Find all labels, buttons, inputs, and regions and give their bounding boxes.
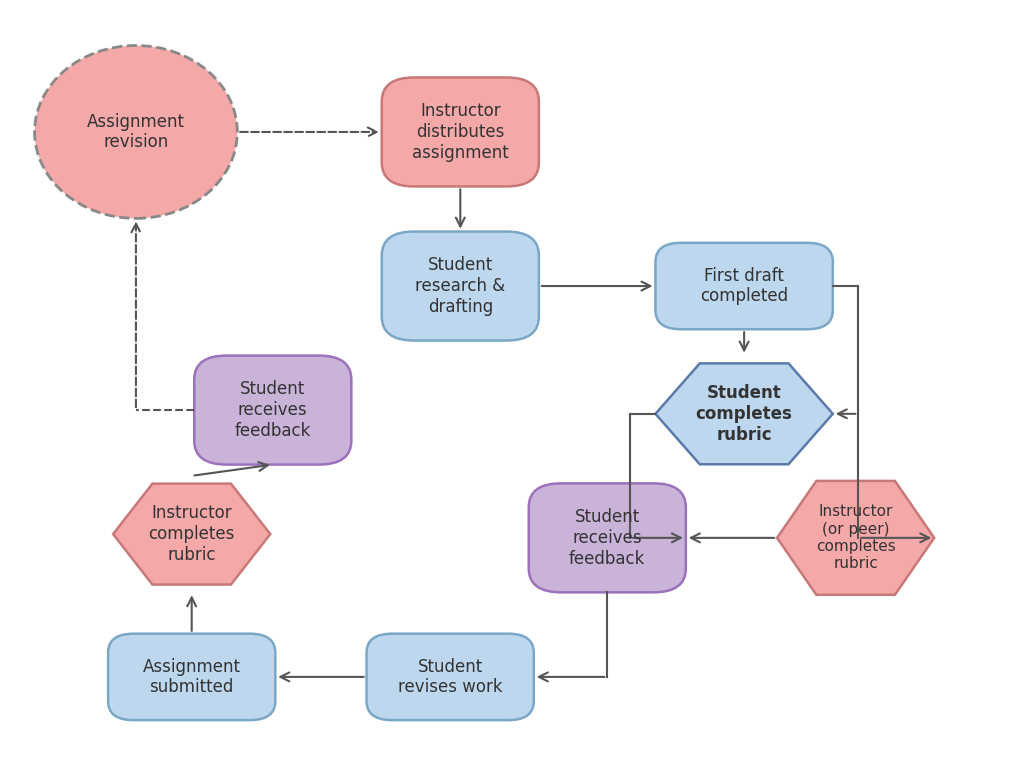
FancyBboxPatch shape xyxy=(194,356,352,464)
Text: Instructor
distributes
assignment: Instructor distributes assignment xyxy=(412,102,509,162)
Text: Instructor
completes
rubric: Instructor completes rubric xyxy=(148,505,235,564)
Text: Assignment
revision: Assignment revision xyxy=(87,112,185,151)
Polygon shape xyxy=(655,363,833,464)
FancyBboxPatch shape xyxy=(382,78,539,186)
FancyBboxPatch shape xyxy=(528,483,686,592)
FancyBboxPatch shape xyxy=(367,634,533,720)
Polygon shape xyxy=(113,483,270,584)
FancyBboxPatch shape xyxy=(382,232,539,340)
Polygon shape xyxy=(777,481,934,595)
Text: Student
revises work: Student revises work xyxy=(398,657,503,696)
Text: Student
receives
feedback: Student receives feedback xyxy=(569,508,646,568)
FancyBboxPatch shape xyxy=(108,634,275,720)
Text: Student
completes
rubric: Student completes rubric xyxy=(696,384,793,444)
Text: Assignment
submitted: Assignment submitted xyxy=(143,657,241,696)
Text: Instructor
(or peer)
completes
rubric: Instructor (or peer) completes rubric xyxy=(816,504,895,572)
FancyBboxPatch shape xyxy=(655,243,833,329)
Text: First draft
completed: First draft completed xyxy=(700,267,788,306)
Ellipse shape xyxy=(35,46,237,218)
Text: Student
research &
drafting: Student research & drafting xyxy=(415,256,506,316)
Text: Student
receives
feedback: Student receives feedback xyxy=(235,380,311,440)
